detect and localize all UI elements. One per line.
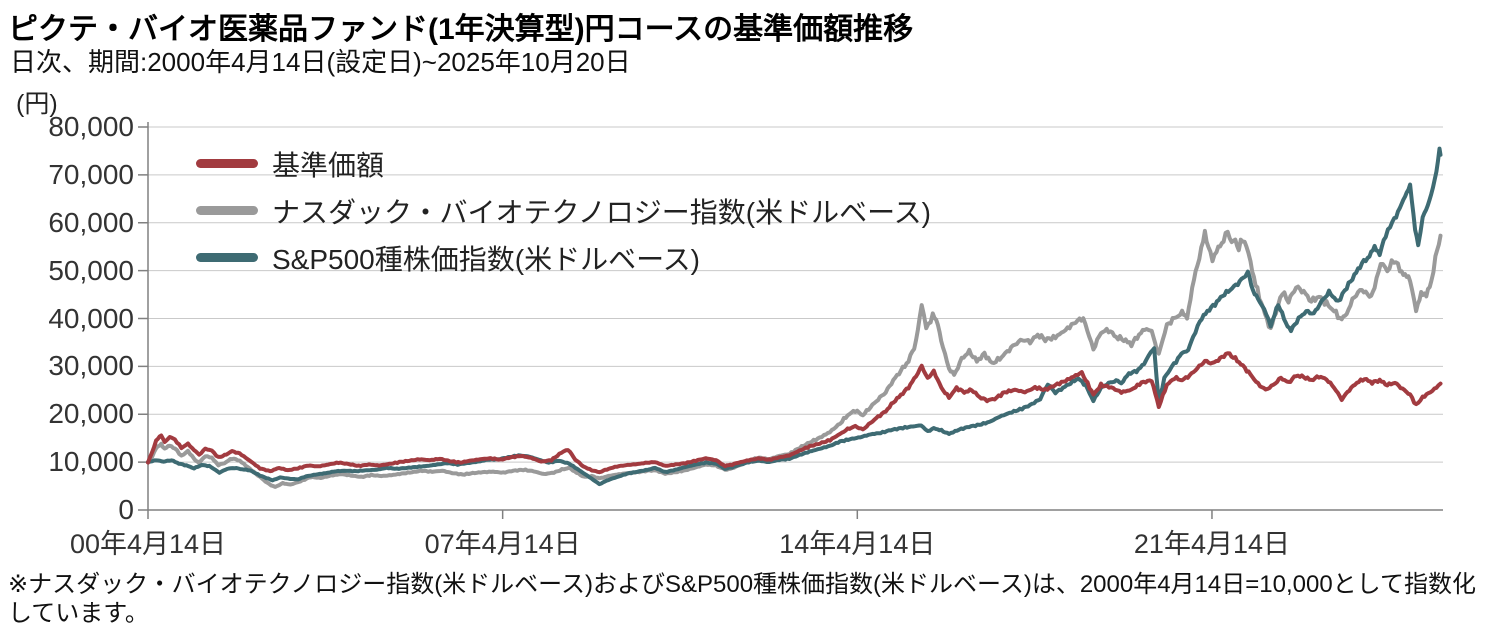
chart-title: ピクテ・バイオ医薬品ファンド(1年決算型)円コースの基準価額推移 (8, 13, 914, 46)
legend-item: S&P500種株価指数(米ドルベース) (196, 234, 931, 281)
legend-label: 基準価額 (272, 149, 385, 181)
y-axis-label: 80,000 (48, 111, 134, 142)
series-line-sp500 (146, 146, 1443, 487)
y-axis-label: 60,000 (48, 206, 134, 238)
legend: 基準価額ナスダック・バイオテクノロジー指数(米ドルベース) S&P500種株価指数… (196, 140, 931, 281)
x-axis-label: 00年4月14日 (69, 529, 227, 559)
chart-period-subtitle: 日次、期間:2000年4月14日(設定日)~2025年10月20日 (10, 47, 631, 77)
y-axis-label: 40,000 (48, 302, 134, 334)
series-line-fund-nav (146, 351, 1443, 475)
series-line-nasdaq-biotech (146, 228, 1443, 489)
y-axis-label: 10,000 (48, 446, 134, 478)
x-axis-label: 14年4月14日 (779, 529, 936, 559)
x-axis-label: 21年4月14日 (1133, 529, 1290, 559)
legend-label: ナスダック・バイオテクノロジー指数(米ドルベース) (272, 196, 932, 228)
legend-swatch (196, 159, 258, 168)
legend-item: 基準価額 (196, 140, 931, 187)
footnote: ※ナスダック・バイオテクノロジー指数(米ドルベース)およびS&P500種株価指数… (8, 571, 1476, 627)
y-axis-label: 70,000 (48, 158, 134, 190)
y-axis-unit-label: (円) (16, 90, 58, 118)
y-axis-label: 20,000 (48, 398, 134, 430)
x-axis-label: 07年4月14日 (424, 529, 581, 559)
legend-swatch (196, 206, 258, 215)
legend-swatch (196, 253, 258, 262)
y-axis-label: 0 (118, 494, 134, 525)
y-axis-label: 50,000 (48, 254, 134, 286)
legend-label: S&P500種株価指数(米ドルベース) (272, 243, 700, 275)
y-axis-label: 30,000 (48, 350, 134, 382)
legend-item: ナスダック・バイオテクノロジー指数(米ドルベース) (196, 187, 931, 234)
